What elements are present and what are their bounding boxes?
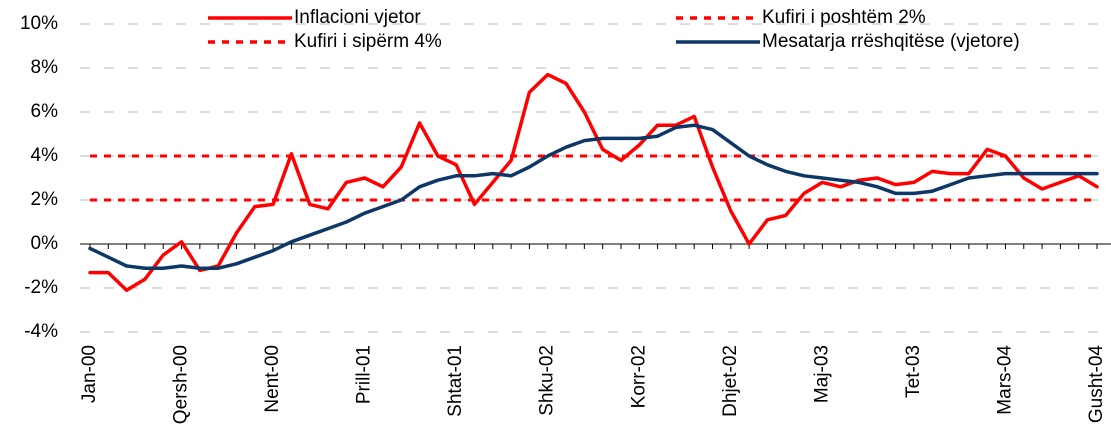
x-tick-label: Shtat-01: [445, 345, 466, 417]
x-tick-label: Tet-03: [903, 345, 924, 398]
x-tick-label: Qersh-00: [171, 345, 192, 424]
x-tick-label: Mars-04: [994, 345, 1015, 415]
x-tick-label: Nent-00: [262, 345, 283, 413]
y-tick-label: 2%: [31, 189, 59, 210]
legend-label: Kufiri i poshtëm 2%: [762, 7, 926, 28]
y-tick-label: -4%: [24, 321, 58, 342]
series-line: [88, 123, 1099, 270]
y-tick-label: 4%: [31, 145, 59, 166]
legend-label: Mesatarja rrëshqitëse (vjetore): [762, 31, 1020, 52]
legend-label: Kufiri i sipërm 4%: [294, 31, 442, 52]
x-tick-label: Korr-02: [628, 345, 649, 408]
x-tick-label: Maj-03: [811, 345, 832, 403]
series-line: [88, 72, 1099, 292]
legend-label: Inflacioni vjetor: [294, 7, 421, 28]
x-tick-label: Shku-02: [537, 345, 558, 416]
x-tick-label: Jan-00: [79, 345, 100, 403]
y-tick-label: 0%: [31, 233, 59, 254]
y-tick-label: 10%: [20, 13, 58, 34]
x-tick-label: Dhjet-02: [720, 345, 741, 417]
y-tick-label: 8%: [31, 57, 59, 78]
x-tick-label: Prill-01: [354, 345, 375, 404]
y-tick-label: -2%: [24, 277, 58, 298]
x-tick-label: Gusht-04: [1086, 345, 1107, 424]
y-tick-label: 6%: [31, 101, 59, 122]
